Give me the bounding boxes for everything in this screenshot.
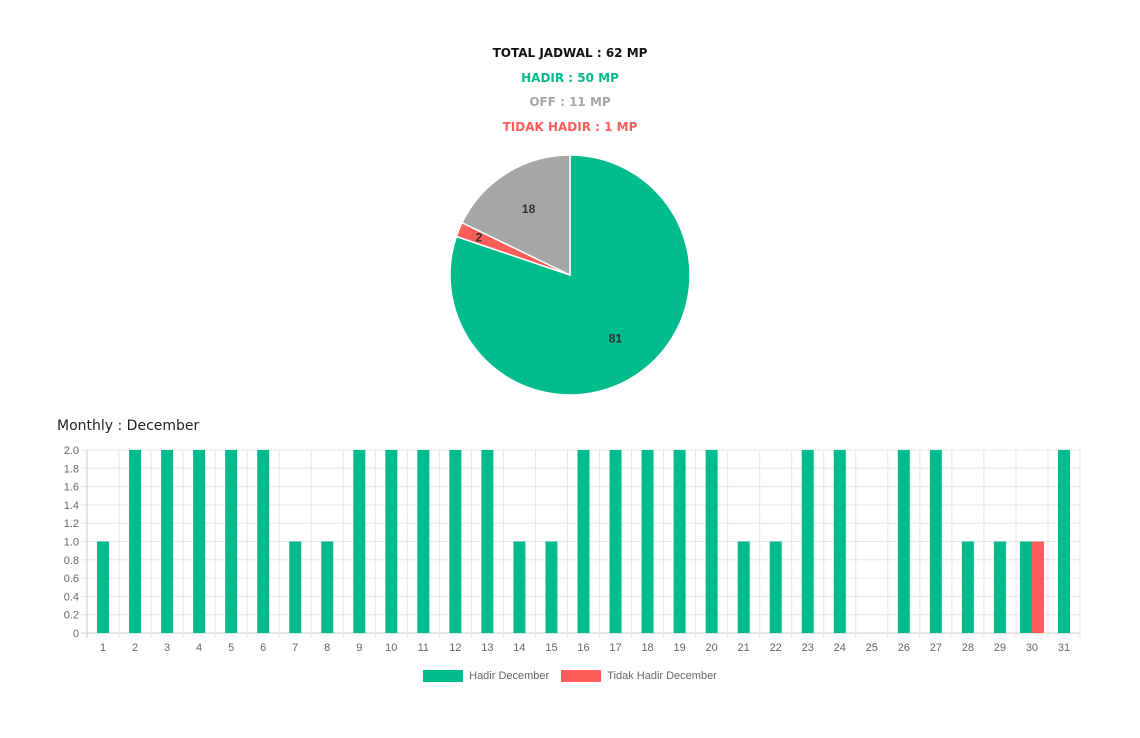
bar-hadir-23[interactable] (801, 450, 814, 633)
bar-hadir-13[interactable] (481, 450, 494, 633)
legend-label-hadir: Hadir December (469, 670, 550, 682)
y-tick-label: 0.8 (64, 555, 79, 567)
bar-hadir-16[interactable] (577, 450, 590, 633)
x-tick-label: 5 (228, 642, 234, 654)
bar-hadir-19[interactable] (673, 450, 686, 633)
bar-hadir-29[interactable] (993, 541, 1006, 634)
pie-label-0: 81 (609, 331, 623, 345)
bar-hadir-18[interactable] (641, 450, 654, 633)
legend-swatch-hadir (423, 670, 464, 682)
x-tick-label: 1 (100, 642, 106, 654)
bar-hadir-1[interactable] (97, 541, 110, 634)
x-tick-label: 18 (641, 642, 653, 654)
x-tick-label: 19 (673, 642, 685, 654)
monthly-title: Monthly : December (57, 418, 200, 434)
x-tick-label: 29 (994, 642, 1006, 654)
x-tick-label: 9 (356, 642, 362, 654)
legend-label-tidak-hadir: Tidak Hadir December (607, 670, 717, 682)
bar-hadir-14[interactable] (513, 541, 526, 634)
bar-hadir-12[interactable] (449, 450, 462, 633)
y-tick-label: 1.2 (64, 518, 79, 530)
y-tick-label: 0.6 (64, 573, 79, 585)
y-tick-label: 1.0 (64, 537, 79, 549)
x-tick-label: 22 (770, 642, 782, 654)
legend-item-tidak-hadir[interactable]: Tidak Hadir December (561, 670, 717, 682)
x-tick-label: 25 (866, 642, 878, 654)
y-tick-label: 0.4 (64, 591, 79, 603)
x-tick-label: 30 (1026, 642, 1038, 654)
x-tick-label: 12 (449, 642, 461, 654)
x-tick-label: 17 (609, 642, 621, 654)
legend-swatch-tidak-hadir (561, 670, 602, 682)
bar-hadir-8[interactable] (321, 541, 334, 634)
off-label: OFF : 11 MP (529, 95, 611, 109)
x-tick-label: 14 (513, 642, 525, 654)
x-tick-label: 28 (962, 642, 974, 654)
x-tick-label: 13 (481, 642, 493, 654)
bar-hadir-26[interactable] (897, 450, 910, 633)
x-tick-label: 24 (834, 642, 846, 654)
y-tick-label: 2.0 (64, 445, 79, 457)
bar-hadir-9[interactable] (353, 450, 366, 633)
bar-hadir-31[interactable] (1057, 450, 1070, 633)
pie-label-1: 2 (476, 231, 483, 245)
bar-tidak-hadir-30[interactable] (1031, 541, 1044, 634)
bar-hadir-17[interactable] (609, 450, 622, 633)
bar-hadir-22[interactable] (769, 541, 782, 634)
bar-hadir-7[interactable] (289, 541, 302, 634)
tidak-hadir-label: TIDAK HADIR : 1 MP (502, 120, 638, 134)
pie-slice-2[interactable] (460, 154, 571, 277)
x-tick-label: 7 (292, 642, 298, 654)
y-tick-label: 0.2 (64, 610, 79, 622)
bar-hadir-3[interactable] (161, 450, 174, 633)
y-tick-label: 1.8 (64, 463, 79, 475)
bar-hadir-15[interactable] (545, 541, 558, 634)
monthly-bar-chart: 00.20.40.60.81.01.21.41.61.82.01 2 3 4 5 6 7 8 9… (64, 445, 1081, 654)
x-tick-label: 8 (324, 642, 330, 654)
bar-hadir-5[interactable] (225, 450, 238, 633)
bar-hadir-4[interactable] (193, 450, 206, 633)
x-tick-label: 2 (132, 642, 138, 654)
y-tick-label: 1.6 (64, 482, 79, 494)
x-tick-label: 16 (577, 642, 589, 654)
x-tick-label: 26 (898, 642, 910, 654)
x-tick-label: 21 (738, 642, 750, 654)
x-tick-label: 20 (706, 642, 718, 654)
x-tick-label: 3 (164, 642, 170, 654)
bar-hadir-24[interactable] (833, 450, 846, 633)
bar-chart-legend: Hadir December Tidak Hadir December (0, 670, 1140, 682)
x-tick-label: 15 (545, 642, 557, 654)
bar-hadir-2[interactable] (129, 450, 142, 633)
bar-hadir-20[interactable] (705, 450, 718, 633)
x-tick-label: 27 (930, 642, 942, 654)
total-jadwal-label: TOTAL JADWAL : 62 MP (492, 46, 648, 60)
bar-hadir-30[interactable] (1019, 541, 1032, 634)
attendance-pie-chart: 81 2 18 (449, 154, 691, 396)
y-tick-label: 0 (73, 628, 79, 640)
bar-hadir-27[interactable] (929, 450, 942, 633)
x-tick-label: 23 (802, 642, 814, 654)
x-tick-label: 10 (385, 642, 397, 654)
hadir-label: HADIR : 50 MP (521, 71, 619, 85)
bar-hadir-28[interactable] (961, 541, 974, 634)
pie-label-2: 18 (522, 202, 536, 216)
y-tick-label: 1.4 (64, 500, 79, 512)
x-tick-label: 6 (260, 642, 266, 654)
legend-item-hadir[interactable]: Hadir December (423, 670, 549, 682)
x-tick-label: 11 (418, 642, 429, 654)
x-tick-label: 4 (196, 642, 202, 654)
bar-hadir-21[interactable] (737, 541, 750, 634)
x-tick-label: 31 (1058, 642, 1070, 654)
bar-hadir-10[interactable] (385, 450, 398, 633)
bar-hadir-11[interactable] (417, 450, 430, 633)
bar-hadir-6[interactable] (257, 450, 270, 633)
